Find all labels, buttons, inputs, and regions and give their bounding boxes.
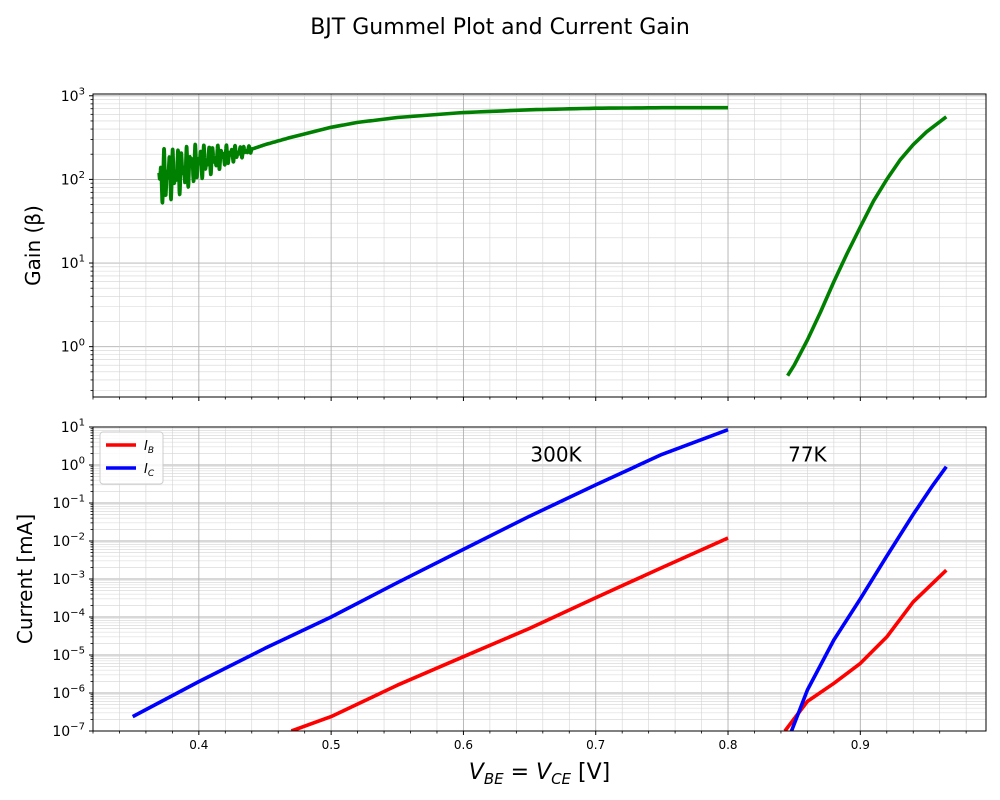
x-tick-label: 0.7 — [586, 738, 605, 752]
annotation-77k: 77K — [788, 442, 827, 466]
grid — [93, 427, 986, 731]
y-axis-label: Gain (β) — [21, 205, 45, 286]
y-tick-label: 101 — [61, 418, 85, 436]
series-group — [131, 428, 948, 731]
x-tick-label: 0.6 — [454, 738, 473, 752]
y-tick-label: 100 — [61, 337, 85, 355]
x-ticks — [92, 397, 967, 401]
y-tick-label: 10−3 — [52, 570, 85, 588]
series-line-gain-0 — [157, 105, 728, 205]
y-tick-label: 100 — [61, 456, 85, 474]
x-tick-label: 0.5 — [322, 738, 341, 752]
series-group — [157, 105, 948, 377]
series-line-gain-1 — [786, 115, 948, 377]
x-axis-label: VBE = VCE [V] — [469, 760, 611, 788]
series-line-i-b-2 — [783, 568, 948, 731]
series-line-i-b-0 — [290, 536, 729, 731]
y-axis-label: Current [mA] — [13, 514, 37, 644]
panel-1: 100 101 102 103 Gain (β) — [21, 86, 987, 401]
y-ticks: 10−7 10−6 10−5 10−4 10−3 10−2 10−1 100 101 — [52, 418, 93, 740]
y-tick-label: 10−2 — [52, 532, 85, 550]
legend: IB IC — [99, 431, 164, 485]
chart-title: BJT Gummel Plot and Current Gain — [310, 15, 690, 40]
y-tick-label: 103 — [61, 86, 85, 104]
y-tick-label: 102 — [61, 170, 85, 188]
legend-label: IC — [144, 462, 155, 479]
x-tick-label: 0.9 — [851, 738, 870, 752]
x-tick-label: 0.4 — [189, 738, 208, 752]
series-line-i-c-1 — [131, 428, 729, 719]
x-tick-label: 0.8 — [718, 738, 737, 752]
plot-frame — [92, 93, 987, 398]
annotation-300k: 300K — [530, 442, 582, 466]
y-ticks: 100 101 102 103 — [61, 86, 93, 391]
series-line-i-c-3 — [789, 465, 948, 731]
x-ticks: 0.4 0.5 0.6 0.7 0.8 0.9 — [92, 731, 967, 752]
panel-2: 10−7 10−6 10−5 10−4 10−3 10−2 10−1 100 101 0.4 0.5… — [13, 418, 987, 788]
y-tick-label: 10−6 — [52, 684, 85, 702]
y-tick-label: 10−1 — [52, 494, 85, 512]
legend-label: IB — [144, 439, 154, 456]
y-tick-label: 10−5 — [52, 646, 85, 664]
y-tick-label: 101 — [61, 254, 85, 272]
y-tick-label: 10−7 — [52, 722, 85, 740]
y-tick-label: 10−4 — [52, 608, 85, 626]
